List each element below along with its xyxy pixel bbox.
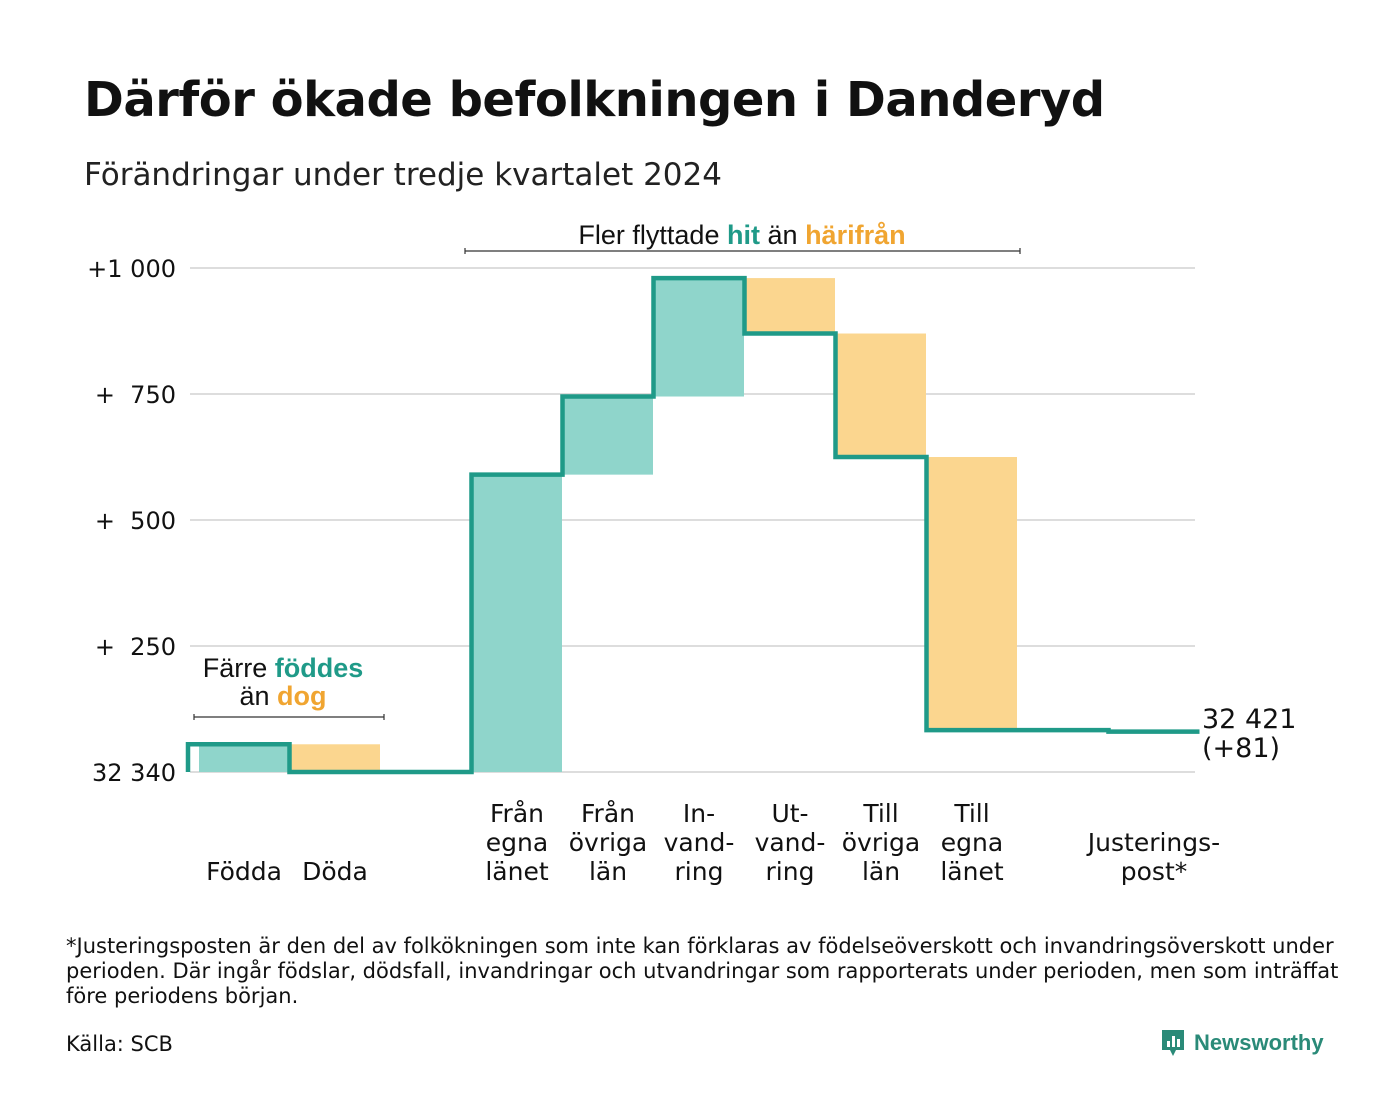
migration-bracket <box>464 248 1021 254</box>
bars <box>199 278 1017 772</box>
x-tick-label: ring <box>675 857 724 886</box>
footnote: *Justeringsposten är den del av folkökni… <box>66 934 1339 1008</box>
y-axis-ticks: 32 340 + 250 + 500 + 750 +1 000 <box>87 255 176 787</box>
x-tick-label: ring <box>766 857 815 886</box>
cumulative-line <box>185 275 1200 775</box>
x-tick-label: vand- <box>755 828 826 857</box>
bar-födda <box>199 744 289 772</box>
cumulative-step-line <box>185 275 1200 775</box>
bar-från-egna-länet <box>472 474 562 772</box>
x-tick-label: Ut- <box>771 799 808 828</box>
x-tick-label: Födda <box>206 857 282 886</box>
bar-ut-vand-ring <box>745 278 835 334</box>
migration-prefix: Fler flyttade <box>578 220 719 250</box>
migration-mid: än <box>768 220 798 250</box>
x-tick-label: övriga <box>569 828 648 857</box>
chart-subtitle: Förändringar under tredje kvartalet 2024 <box>84 157 722 193</box>
bar-in-vand-ring <box>654 278 744 397</box>
x-tick-label: In- <box>683 799 715 828</box>
bar-till-övriga-län <box>836 333 926 457</box>
migration-annotation: Fler flyttade hit än härifrån <box>464 220 1021 254</box>
chart-title: Därför ökade befolkningen i Danderyd <box>84 72 1105 128</box>
x-tick-label: Från <box>490 799 544 828</box>
end-value-label: 32 421 <box>1202 704 1296 735</box>
x-tick-label: post* <box>1121 857 1188 886</box>
x-axis-labels: Födda DödaFrånegnalänetFrånövrigalänIn-va… <box>206 799 1220 886</box>
newsworthy-logo-icon <box>1162 1030 1184 1056</box>
natural-annotation: Färre föddes än dog <box>193 653 385 720</box>
svg-text:än dog: än dog <box>239 681 326 711</box>
bar-till-egna-länet <box>927 457 1017 731</box>
x-tick-label: Till <box>953 799 989 828</box>
end-change-label: (+81) <box>1202 733 1280 764</box>
brand[interactable]: Newsworthy <box>1160 1028 1324 1058</box>
y-tick-label: + 750 <box>95 381 176 409</box>
waterfall-chart: 32 340 + 250 + 500 + 750 +1 000 Födda Döda Frå… <box>87 220 1296 886</box>
bar-döda <box>290 744 380 772</box>
natural-mid: än <box>239 681 269 711</box>
y-tick-label: + 250 <box>95 633 176 661</box>
x-tick-label: egna <box>486 828 548 857</box>
x-tick-label: egna <box>941 828 1003 857</box>
bar-från-övriga-län <box>563 396 653 475</box>
x-tick-label: län <box>589 857 627 886</box>
svg-text:Fler flyttade hit: Fler flyttade hit än härifrån <box>578 220 905 250</box>
x-tick-label: Justerings- <box>1086 828 1220 857</box>
svg-text:Färre föddes: Färre föddes <box>203 653 364 683</box>
x-tick-label: länet <box>940 857 1003 886</box>
x-tick-label: övriga <box>842 828 921 857</box>
y-tick-label: 32 340 <box>92 759 176 787</box>
natural-prefix: Färre <box>203 653 268 683</box>
y-tick-label: + 500 <box>95 507 176 535</box>
migration-hit: hit <box>727 220 760 250</box>
natural-died: dog <box>277 681 326 711</box>
x-tick-label: län <box>862 857 900 886</box>
y-tick-label: +1 000 <box>87 255 176 283</box>
x-tick-label: vand- <box>664 828 735 857</box>
x-tick-label: länet <box>485 857 548 886</box>
natural-born: föddes <box>275 653 364 683</box>
x-tick-label: Till <box>862 799 898 828</box>
x-tick-label: Från <box>581 799 635 828</box>
x-tick-label: Döda <box>302 857 368 886</box>
brand-name: Newsworthy <box>1194 1030 1324 1055</box>
source-label: Källa: SCB <box>66 1032 173 1056</box>
migration-from: härifrån <box>805 220 906 250</box>
natural-bracket <box>193 714 385 720</box>
